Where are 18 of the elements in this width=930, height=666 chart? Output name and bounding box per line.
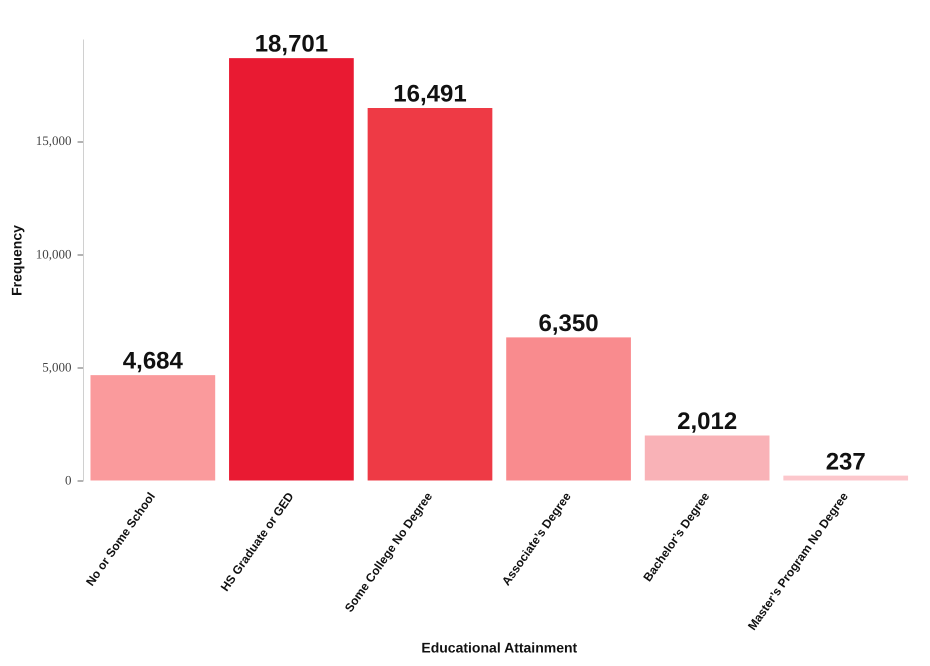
data-label: 6,350 [538,310,599,338]
data-label: 18,701 [254,30,328,58]
y-tick-label: 0 [65,472,72,488]
y-tick-label: 15,000 [36,133,72,148]
bar [783,476,908,481]
data-label: 4,684 [122,348,184,375]
bar [506,337,631,481]
data-label: 16,491 [393,80,467,108]
y-axis-title: Frequency [8,224,24,296]
bar [90,375,216,481]
y-tick-label: 10,000 [36,246,72,262]
data-label: 2,012 [677,408,738,436]
x-axis-title: Educational Attainment [421,639,578,656]
bar [644,436,770,481]
y-tick-label: 5,000 [42,359,72,374]
bar [368,108,492,481]
bar [229,58,354,481]
data-label: 237 [826,448,866,476]
